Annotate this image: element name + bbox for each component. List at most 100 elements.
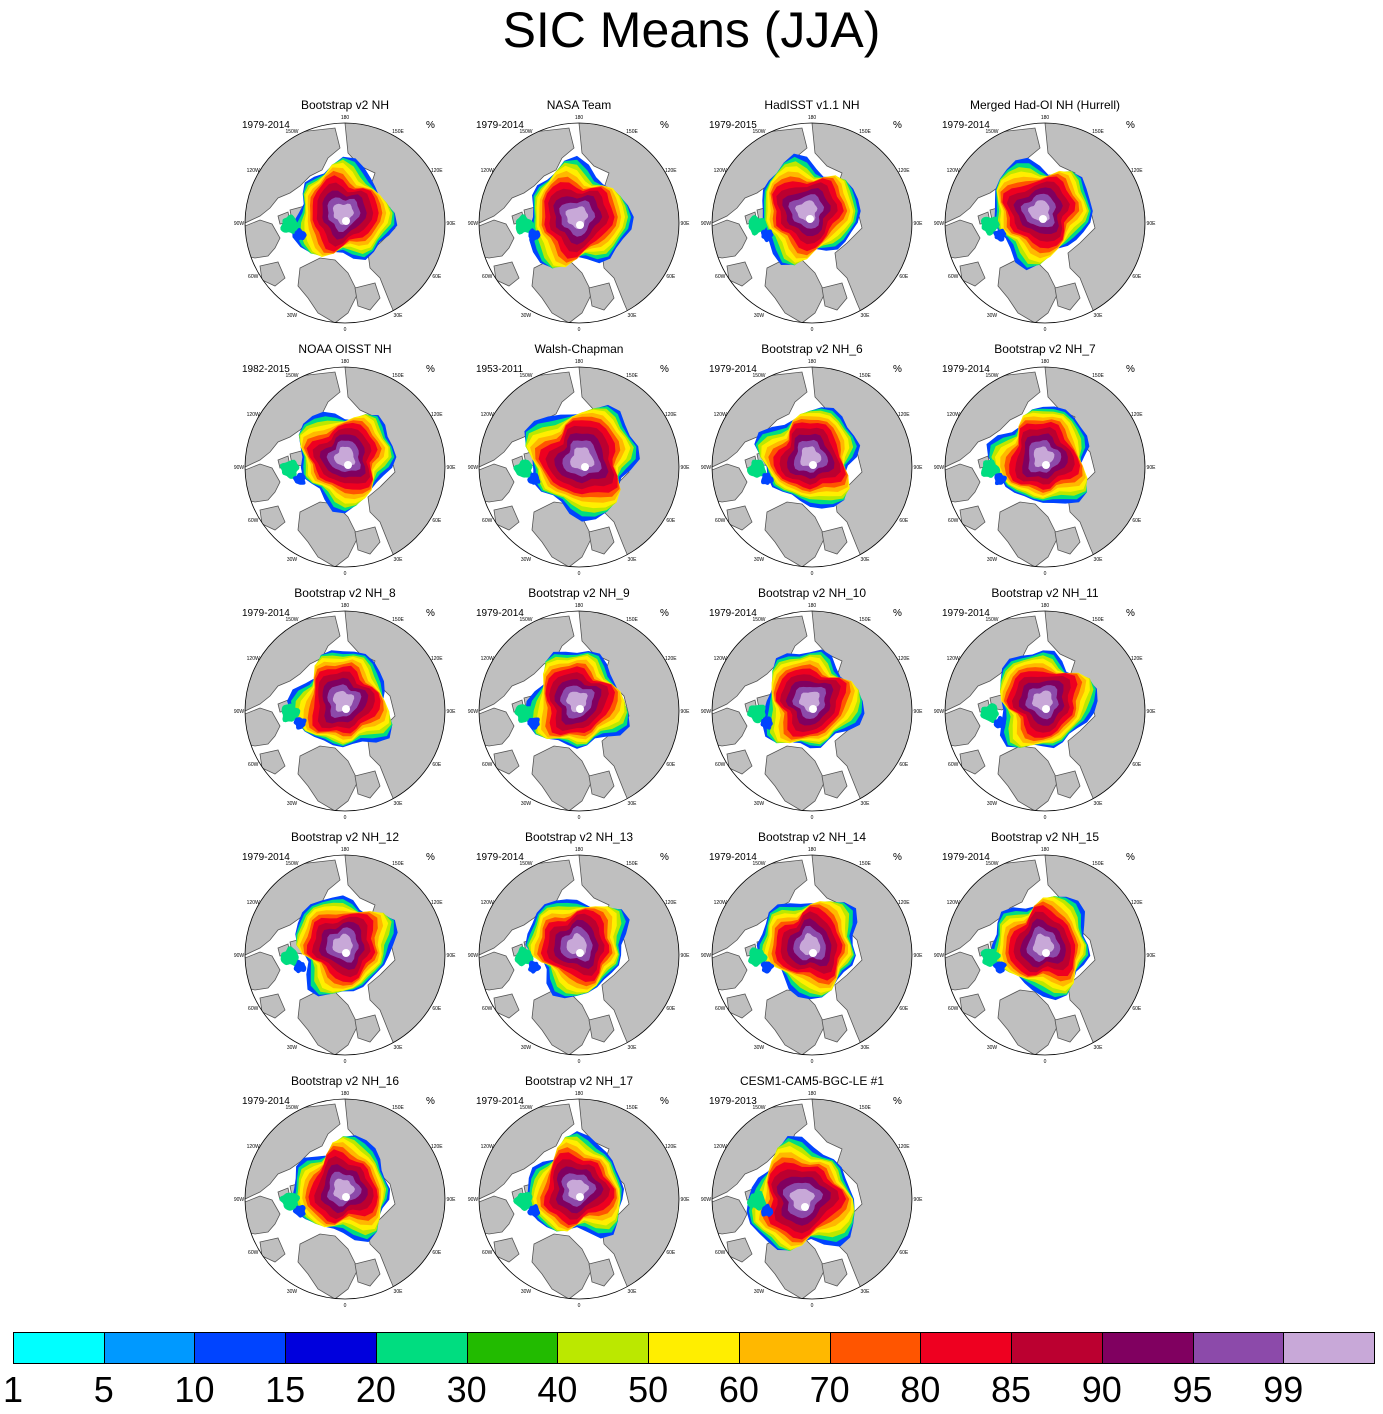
longitude-label: 0 [344,571,347,577]
longitude-label: 150E [859,129,871,135]
longitude-label: 120W [481,1144,494,1150]
longitude-label: 0 [811,327,814,333]
longitude-label: 30W [287,801,298,807]
longitude-label: 30E [628,557,638,563]
panel-unit: % [893,1096,902,1107]
longitude-label: 150W [285,861,298,867]
longitude-label: 60E [432,762,442,768]
map-panel: Walsh-Chapman 1953-2011% 180 150E 120E 90E 60E… [464,342,694,582]
colorbar-box [557,1332,650,1364]
longitude-label: 120W [714,900,727,906]
longitude-label: 0 [811,1059,814,1065]
longitude-label: 90W [468,221,479,227]
panel-period: 1979-2014 [476,1096,524,1107]
polar-map: 180 150E 120E 90E 60E 30E 0 30W 60W 90W 120W 150W [234,847,457,1065]
longitude-label: 90E [914,953,924,959]
panel-title: Bootstrap v2 NH_11 [991,586,1099,600]
longitude-label: 120W [714,1144,727,1150]
longitude-label: 60E [666,1006,676,1012]
longitude-label: 150W [985,861,998,867]
longitude-label: 90W [701,221,712,227]
panel-title: Bootstrap v2 NH_15 [990,830,1100,844]
longitude-label: 30W [521,1045,532,1051]
longitude-label: 60W [482,274,493,280]
longitude-label: 180 [341,115,350,121]
longitude-label: 150E [859,1105,871,1111]
colorbar-tick-label: 40 [537,1369,578,1410]
longitude-label: 120E [665,1144,677,1150]
panel-unit: % [426,120,435,131]
longitude-label: 150W [985,129,998,135]
map-panel: Bootstrap v2 NH_15 1979-2014% 180 150E 120E 9… [930,830,1160,1070]
panel-period: 1979-2014 [242,1096,290,1107]
colorbar-box [285,1332,377,1364]
longitude-label: 150W [519,617,532,623]
longitude-label: 30W [754,801,765,807]
longitude-label: 180 [575,847,584,853]
panel-period: 1979-2014 [476,852,524,863]
colorbar-tick-label: 90 [1081,1369,1122,1410]
longitude-label: 150W [519,861,532,867]
longitude-label: 60E [899,518,909,524]
map-panel: Bootstrap v2 NH 1979-2014% 180 150E 120E 90E 6… [230,98,460,338]
longitude-label: 60E [666,1250,676,1256]
panel-period: 1979-2014 [242,608,290,619]
panel-title: NASA Team [546,98,612,112]
longitude-label: 120W [481,900,494,906]
longitude-label: 60E [1132,1006,1142,1012]
longitude-label: 120W [947,412,960,418]
longitude-label: 120E [898,168,910,174]
map-panel: HadISST v1.1 NH 1979-2015% 180 150E 120E 90E 6… [697,98,927,338]
longitude-label: 90E [447,953,457,959]
longitude-label: 150E [859,861,871,867]
longitude-label: 180 [341,1091,350,1097]
colorbar-tick-label: 60 [718,1369,759,1410]
longitude-label: 60E [666,518,676,524]
longitude-label: 120W [714,412,727,418]
longitude-label: 150E [626,373,638,379]
map-panel: NOAA OISST NH 1982-2015% 180 150E 120E 90E 60E… [230,342,460,582]
longitude-label: 60E [666,274,676,280]
panel-unit: % [426,852,435,863]
longitude-label: 30E [394,557,404,563]
longitude-label: 150W [519,1105,532,1111]
longitude-label: 90W [468,709,479,715]
map-panel: Bootstrap v2 NH_10 1979-2014% 180 150E 120E 9… [697,586,927,826]
longitude-label: 30W [521,1289,532,1295]
longitude-label: 150E [626,861,638,867]
panel-period: 1979-2014 [942,120,990,131]
map-panel: Bootstrap v2 NH_6 1979-2014% 180 150E 120E 90… [697,342,927,582]
panel-period: 1979-2013 [709,1096,757,1107]
longitude-label: 90W [934,953,945,959]
longitude-label: 60E [899,762,909,768]
longitude-label: 30E [394,1045,404,1051]
longitude-label: 30E [861,557,871,563]
longitude-label: 90W [468,465,479,471]
longitude-label: 150E [392,861,404,867]
longitude-label: 150E [392,129,404,135]
colorbar-tick-label: 80 [900,1369,941,1410]
panel-unit: % [1126,364,1135,375]
figure-title: SIC Means (JJA) [502,2,881,58]
longitude-label: 0 [578,1303,581,1309]
longitude-label: 120E [898,1144,910,1150]
colorbar-box [194,1332,287,1364]
polar-map: 180 150E 120E 90E 60E 30E 0 30W 60W 90W 120W 150W [701,847,924,1065]
panel-title: Walsh-Chapman [534,342,624,356]
longitude-label: 180 [341,359,350,365]
longitude-label: 30E [394,313,404,319]
panel-period: 1982-2015 [242,364,290,375]
colorbar-box [466,1332,559,1364]
longitude-label: 90W [234,465,245,471]
longitude-label: 0 [578,327,581,333]
longitude-label: 180 [808,847,817,853]
longitude-label: 90E [681,221,691,227]
longitude-label: 180 [1041,115,1050,121]
longitude-label: 30W [754,557,765,563]
longitude-label: 120E [665,168,677,174]
longitude-label: 150W [985,617,998,623]
map-panel: Merged Had-OI NH (Hurrell) 1979-2014% 180 1… [930,98,1160,338]
longitude-label: 60E [899,274,909,280]
longitude-label: 0 [1044,815,1047,821]
longitude-label: 90W [701,953,712,959]
